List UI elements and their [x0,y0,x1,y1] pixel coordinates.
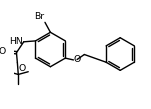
Text: Br: Br [34,12,44,21]
Text: HN: HN [9,37,23,46]
Text: O: O [0,47,6,56]
Text: O: O [74,55,81,64]
Text: O: O [18,64,26,73]
